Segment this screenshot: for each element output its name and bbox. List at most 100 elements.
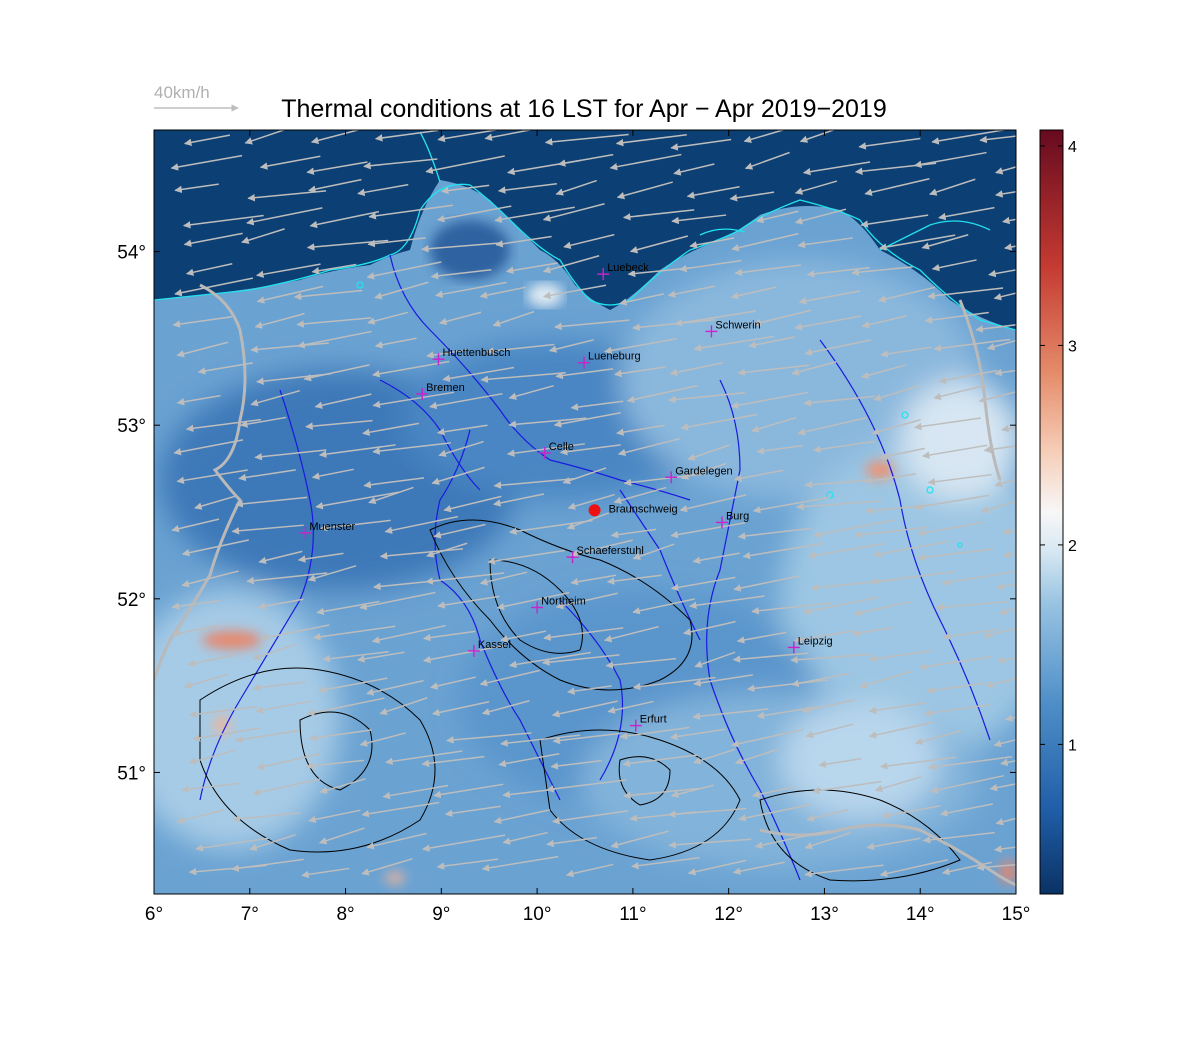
wind-arrow: [751, 786, 795, 799]
wind-arrow: [610, 830, 669, 849]
colorbar-ticks: 1 2 3 4: [1040, 139, 1077, 754]
wind-arrow: [256, 753, 320, 771]
wind-arrow: [508, 384, 554, 400]
wind-arrow: [614, 366, 666, 378]
wind-arrow: [732, 861, 785, 875]
wind-arrow: [693, 335, 775, 352]
wind-arrow: [794, 208, 847, 225]
wind-arrow: [1000, 758, 1016, 767]
wind-arrow: [924, 311, 989, 324]
wind-arrow: [372, 360, 450, 378]
wind-arrow: [431, 701, 490, 717]
wind-arrow: [1001, 528, 1016, 536]
wind-arrow: [606, 574, 662, 585]
wind-arrow: [622, 754, 699, 768]
wind-arrow: [751, 416, 797, 433]
wind-arrow: [797, 237, 853, 249]
wind-arrow: [296, 317, 372, 328]
wind-arrow: [241, 228, 285, 244]
wind-arrow: [729, 191, 775, 202]
wind-arrow: [361, 801, 440, 818]
wind-arrow: [479, 669, 540, 687]
wind-arrow: [791, 360, 837, 376]
wind-arrow: [985, 677, 1016, 688]
city-markers: Luebeck Schwerin Huettenbusch Lueneburg Brem…: [299, 262, 833, 732]
city-label: Northeim: [541, 596, 586, 608]
wind-arrow: [552, 732, 621, 745]
wind-arrow: [185, 263, 233, 276]
wind-arrow: [863, 473, 916, 485]
wind-arrow: [306, 161, 368, 175]
wind-arrow: [422, 630, 476, 642]
wind-arrow: [235, 496, 308, 508]
wind-arrow: [730, 391, 809, 409]
map-title: Thermal conditions at 16 LST for Apr − A…: [281, 95, 886, 123]
wind-arrow: [173, 439, 244, 456]
wind-arrow: [431, 466, 485, 485]
x-tick-label: 13°: [810, 904, 839, 925]
wind-arrow: [801, 699, 856, 714]
wind-arrow: [256, 263, 321, 278]
wind-arrow: [566, 512, 610, 530]
wind-arrow: [866, 837, 921, 851]
wind-arrow: [234, 729, 300, 744]
wind-arrow: [979, 135, 1016, 144]
wind-arrow: [864, 177, 930, 196]
wind-arrow: [692, 708, 769, 721]
wind-arrow: [308, 809, 361, 824]
wind-arrow: [805, 723, 854, 739]
wind-arrow: [804, 864, 884, 878]
wind-arrow: [172, 624, 219, 637]
wind-arrow: [437, 130, 501, 143]
wind-arrow: [929, 178, 976, 196]
city-marker: Huettenbusch: [432, 347, 510, 366]
wind-arrow: [921, 234, 969, 250]
wind-arrow: [734, 264, 801, 277]
wind-arrow: [752, 496, 830, 514]
wind-arrow: [192, 727, 261, 742]
wind-arrow: [994, 845, 1016, 853]
wind-arrow: [874, 776, 922, 793]
wind-arrow: [982, 627, 1016, 639]
wind-arrow: [851, 626, 895, 637]
wind-arrow: [613, 486, 667, 504]
wind-arrow: [632, 598, 695, 615]
wind-arrow: [421, 755, 485, 768]
wind-arrow: [195, 837, 269, 852]
x-tick-label: 9°: [432, 904, 450, 925]
wind-arrow: [553, 411, 621, 428]
wind-arrow: [493, 493, 545, 507]
wind-arrow: [250, 342, 329, 354]
warm-spots: [202, 461, 1016, 884]
city-marker: Luebeck: [597, 262, 649, 281]
wind-arrow: [252, 643, 297, 661]
wind-arrow: [430, 269, 492, 280]
wind-arrow: [616, 181, 673, 200]
wind-arrow: [734, 748, 779, 765]
wind-arrow: [359, 732, 406, 747]
wind-arrow: [311, 263, 357, 275]
wind-arrow: [305, 759, 365, 770]
city-marker: Schaeferstuhl: [566, 545, 644, 564]
wind-arrow: [626, 384, 698, 404]
wind-arrow: [933, 385, 984, 401]
city-label: Schwerin: [715, 319, 760, 331]
wind-arrow: [314, 393, 372, 409]
wind-arrow: [433, 523, 486, 539]
wind-arrow: [922, 831, 995, 844]
x-tick-label: 8°: [336, 904, 354, 925]
wind-arrow: [484, 130, 534, 141]
wind-arrow: [796, 500, 882, 511]
wind-arrow: [731, 232, 799, 252]
wind-arrow: [382, 784, 449, 800]
wind-arrow: [508, 417, 587, 428]
wind-arrow: [176, 809, 225, 824]
wind-arrow: [246, 207, 323, 226]
wind-arrow: [367, 237, 426, 248]
wind-arrow: [873, 384, 921, 402]
map-plot: Luebeck Schwerin Huettenbusch Lueneburg Brem…: [154, 130, 1016, 894]
wind-arrow: [917, 548, 994, 561]
wind-arrow: [858, 137, 921, 150]
wind-arrow: [570, 574, 617, 586]
wind-arrow: [733, 469, 784, 482]
